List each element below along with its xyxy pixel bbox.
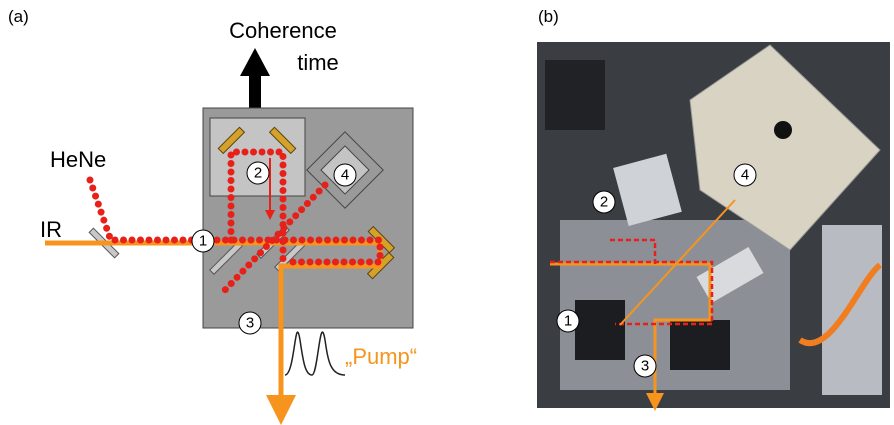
ir-beam bbox=[550, 262, 712, 411]
panel-b: (b) 1 2 3 4 bbox=[537, 7, 890, 411]
marker: 3 bbox=[238, 311, 262, 335]
marker: 1 bbox=[191, 229, 215, 253]
photo-part bbox=[613, 153, 682, 226]
mirror bbox=[268, 126, 297, 155]
hene-beam bbox=[111, 236, 384, 266]
source-label: HeNe bbox=[50, 147, 106, 172]
hene-beam bbox=[86, 176, 114, 242]
mirror bbox=[217, 126, 246, 155]
panel-label: (b) bbox=[538, 7, 559, 26]
hene-beam bbox=[227, 148, 287, 266]
pulse-trace bbox=[284, 331, 346, 376]
marker: 3 bbox=[633, 354, 657, 378]
title-line: time bbox=[297, 50, 339, 75]
panel-a: (a) Coherence time 1 2 3 4 H bbox=[8, 7, 417, 425]
marker-number: 1 bbox=[564, 313, 572, 330]
marker-number: 2 bbox=[600, 194, 608, 211]
marker: 2 bbox=[592, 190, 616, 214]
title-line: Coherence bbox=[229, 18, 337, 43]
photo-part bbox=[696, 247, 764, 303]
photo-cable bbox=[798, 262, 883, 346]
marker-number: 3 bbox=[246, 315, 254, 332]
marker-number: 1 bbox=[199, 233, 207, 250]
marker-number: 4 bbox=[341, 167, 349, 184]
photo-rail bbox=[822, 225, 882, 395]
output-label: „Pump“ bbox=[345, 344, 417, 369]
photo-part bbox=[545, 60, 605, 130]
marker: 4 bbox=[333, 163, 357, 187]
marker-number: 3 bbox=[641, 358, 649, 375]
marker-number: 4 bbox=[741, 167, 749, 184]
photo-part bbox=[575, 300, 625, 360]
hene-beam bbox=[221, 181, 329, 294]
marker: 1 bbox=[556, 309, 580, 333]
photo-part bbox=[670, 320, 730, 370]
marker-number: 2 bbox=[254, 165, 262, 182]
photo-hole bbox=[774, 121, 792, 139]
panel-label: (a) bbox=[8, 7, 29, 26]
source-label: IR bbox=[40, 217, 62, 242]
photo-box bbox=[689, 44, 881, 251]
marker: 2 bbox=[246, 161, 270, 185]
marker: 4 bbox=[733, 163, 757, 187]
diag-beam bbox=[619, 199, 736, 326]
hene-beam bbox=[550, 238, 714, 326]
